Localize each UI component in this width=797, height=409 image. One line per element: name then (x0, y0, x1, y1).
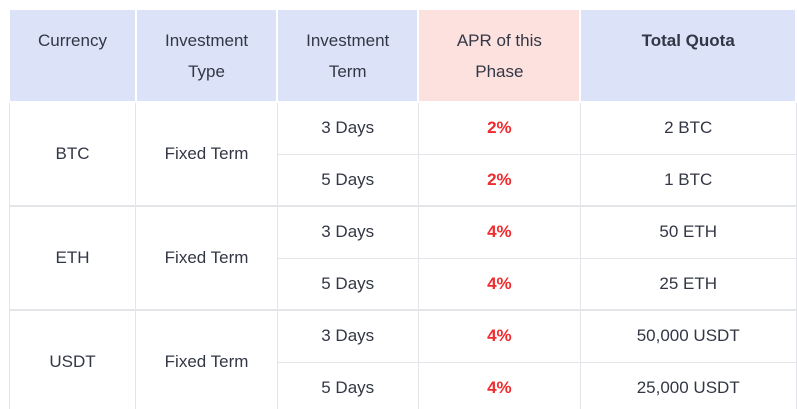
column-header-investment-type: Investment Type (134, 8, 279, 103)
cell-total-quota: 1 BTC (579, 153, 797, 207)
table-row: USDT Fixed Term 3 Days 4% 50,000 USDT (8, 309, 797, 409)
investment-products-table: Currency Investment Type Investment Term AP… (8, 8, 797, 409)
cell-total-quota: 25,000 USDT (579, 361, 797, 409)
cell-total-quota: 25 ETH (579, 257, 797, 311)
cell-apr: 2% (417, 153, 581, 207)
cell-apr: 2% (417, 101, 581, 155)
cell-total-quota: 50,000 USDT (579, 309, 797, 363)
cell-investment-term: 5 Days (276, 153, 419, 207)
cell-apr: 4% (417, 361, 581, 409)
table-row: 5 Days 4% 25 ETH (9, 257, 797, 311)
cell-currency: ETH (8, 205, 137, 311)
table-row: ETH Fixed Term 3 Days 4% 50 ETH (8, 205, 797, 311)
cell-total-quota: 2 BTC (579, 101, 797, 155)
cell-investment-type: Fixed Term (135, 309, 278, 409)
column-header-investment-term: Investment Term (276, 8, 420, 103)
cell-currency: USDT (8, 309, 137, 409)
cell-investment-term: 3 Days (276, 205, 419, 259)
cell-investment-type: Fixed Term (135, 101, 278, 207)
cell-apr: 4% (417, 205, 581, 259)
cell-investment-type: Fixed Term (135, 205, 278, 311)
cell-apr: 4% (417, 257, 581, 311)
table-row: BTC Fixed Term 3 Days 2% 2 BTC (8, 101, 797, 207)
header-row: Currency Investment Type Investment Term AP… (8, 8, 797, 103)
table-row: 5 Days 2% 1 BTC (9, 153, 797, 207)
table-body: BTC Fixed Term 3 Days 2% 2 BTC 5 Days 2% 1 BTC E… (8, 101, 797, 409)
cell-investment-term: 3 Days (276, 309, 419, 363)
column-header-currency: Currency (8, 8, 137, 103)
cell-investment-term: 5 Days (276, 361, 419, 409)
column-header-apr: APR of this Phase (417, 8, 582, 103)
cell-apr: 4% (417, 309, 581, 363)
cell-total-quota: 50 ETH (579, 205, 797, 259)
cell-currency: BTC (8, 101, 137, 207)
table-row: 5 Days 4% 25,000 USDT (9, 361, 797, 409)
cell-investment-term: 3 Days (276, 101, 419, 155)
cell-investment-term: 5 Days (276, 257, 419, 311)
column-header-total-quota: Total Quota (579, 8, 797, 103)
